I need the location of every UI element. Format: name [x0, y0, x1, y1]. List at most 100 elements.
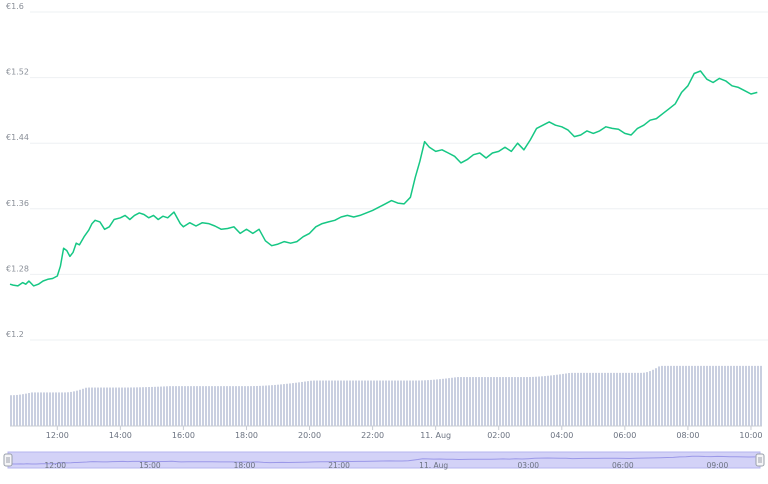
volume-bar — [262, 385, 264, 426]
volume-bar — [691, 365, 693, 426]
x-tick-label: 18:00 — [235, 431, 258, 440]
y-axis: €1.6 €1.52 €1.44 €1.36 €1.28 €1.2 — [6, 2, 29, 339]
volume-bar — [667, 365, 669, 426]
volume-bars — [10, 365, 762, 427]
volume-bar — [16, 394, 18, 426]
volume-bar — [199, 386, 201, 426]
volume-bar — [343, 380, 345, 426]
volume-bar — [592, 372, 594, 426]
volume-bar — [325, 380, 327, 426]
volume-bar — [745, 365, 747, 426]
navigator-right-handle[interactable] — [755, 453, 765, 467]
volume-bar — [526, 377, 528, 426]
volume-bar — [307, 381, 309, 426]
volume-bar — [322, 380, 324, 426]
navigator-left-handle[interactable] — [3, 453, 13, 467]
volume-bar — [700, 365, 702, 426]
volume-bar — [532, 376, 534, 426]
x-tick-label: 06:00 — [613, 431, 636, 440]
volume-bar — [481, 377, 483, 426]
volume-bar — [394, 380, 396, 426]
volume-bar — [427, 380, 429, 426]
volume-bar — [34, 392, 36, 426]
volume-bar — [721, 365, 723, 426]
gridlines — [30, 11, 768, 341]
volume-bar — [586, 372, 588, 426]
volume-bar — [415, 380, 417, 426]
volume-bar — [334, 380, 336, 426]
volume-bar — [253, 386, 255, 426]
volume-bar — [574, 372, 576, 426]
volume-bar — [643, 372, 645, 426]
volume-bar — [298, 382, 300, 426]
volume-bar — [220, 386, 222, 426]
volume-bar — [265, 385, 267, 426]
volume-bar — [424, 380, 426, 426]
volume-bar — [118, 387, 120, 426]
volume-bar — [703, 365, 705, 426]
volume-bar — [97, 387, 99, 426]
volume-bar — [46, 392, 48, 426]
volume-bar — [130, 387, 132, 426]
volume-bar — [664, 365, 666, 426]
y-tick-label: €1.2 — [6, 330, 24, 339]
y-tick-label: €1.44 — [6, 133, 29, 142]
volume-bar — [511, 377, 513, 426]
volume-bar — [448, 378, 450, 426]
volume-bar — [670, 365, 672, 426]
volume-bar — [709, 365, 711, 426]
price-line — [9, 70, 758, 287]
volume-bar — [619, 372, 621, 426]
volume-bar — [361, 380, 363, 426]
volume-bar — [544, 376, 546, 426]
volume-bar — [571, 372, 573, 426]
volume-bar — [106, 387, 108, 426]
volume-bar — [10, 395, 12, 426]
volume-bar — [724, 365, 726, 426]
volume-bar — [421, 380, 423, 426]
volume-bar — [184, 386, 186, 426]
volume-bar — [652, 369, 654, 426]
volume-bar — [160, 386, 162, 426]
volume-bar — [742, 365, 744, 426]
x-tick-label: 10:00 — [739, 431, 762, 440]
volume-bar — [58, 392, 60, 426]
volume-bar — [547, 375, 549, 426]
volume-bar — [178, 386, 180, 426]
volume-bar — [91, 387, 93, 426]
volume-bar — [274, 384, 276, 426]
volume-bar — [187, 386, 189, 426]
navigator-tick-label: 11. Aug — [419, 461, 448, 470]
volume-bar — [730, 365, 732, 426]
volume-bar — [304, 381, 306, 426]
volume-bar — [148, 387, 150, 426]
volume-bar — [100, 387, 102, 426]
volume-bar — [346, 380, 348, 426]
volume-bar — [223, 386, 225, 426]
volume-bar — [616, 372, 618, 426]
volume-bar — [142, 387, 144, 426]
volume-bar — [133, 387, 135, 426]
volume-bar — [94, 387, 96, 426]
volume-bar — [715, 365, 717, 426]
y-tick-label: €1.6 — [6, 2, 24, 11]
volume-bar — [232, 386, 234, 426]
volume-bar — [208, 386, 210, 426]
x-tick-label: 04:00 — [550, 431, 573, 440]
volume-bar — [688, 365, 690, 426]
volume-bar — [205, 386, 207, 426]
volume-bar — [196, 386, 198, 426]
volume-bar — [493, 377, 495, 426]
volume-bar — [280, 384, 282, 426]
volume-bar — [328, 380, 330, 426]
y-tick-label: €1.36 — [6, 199, 29, 208]
volume-bar — [67, 392, 69, 426]
volume-bar — [595, 372, 597, 426]
volume-bar — [733, 365, 735, 426]
volume-bar — [139, 387, 141, 426]
volume-bar — [19, 394, 21, 426]
volume-bar — [748, 365, 750, 426]
volume-bar — [193, 386, 195, 426]
